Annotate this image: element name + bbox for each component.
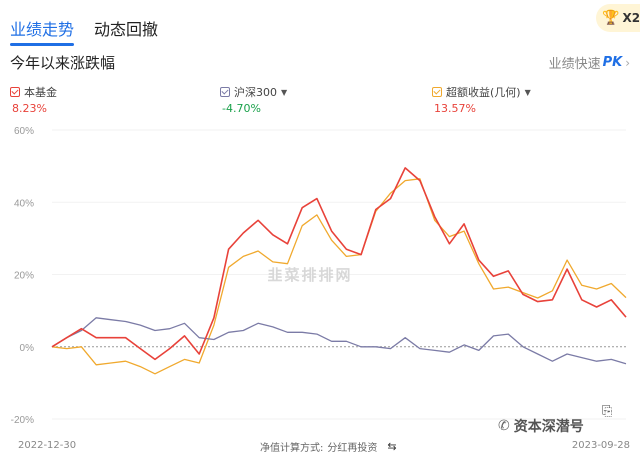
start-date: 2022-12-30 bbox=[18, 440, 77, 451]
pk-mark: PK bbox=[602, 55, 623, 70]
y-tick-label: 20% bbox=[14, 271, 34, 282]
swap-icon[interactable]: ⇆ bbox=[387, 440, 397, 453]
calc-method-value: 分红再投资 bbox=[327, 443, 378, 454]
trophy-icon: 🏆 bbox=[602, 10, 620, 26]
section-title: 今年以来涨跌幅 bbox=[10, 54, 116, 72]
calc-method-label: 净值计算方式: bbox=[260, 443, 324, 454]
y-tick-label: 40% bbox=[14, 198, 34, 209]
series-line-2 bbox=[51, 178, 627, 375]
legend-csi300[interactable]: 沪深300 ▼ -4.70% bbox=[220, 84, 287, 115]
legend-csi300-value: -4.70% bbox=[222, 102, 261, 115]
pk-link[interactable]: 业绩快速 PK › bbox=[549, 53, 630, 72]
chart-footer: 2022-12-30 净值计算方式: 分红再投资 ⇆ 2023-09-28 bbox=[0, 438, 640, 454]
legend-fund-value: 8.23% bbox=[12, 102, 47, 115]
wechat-overlay: ✆ 资本深潜号 bbox=[498, 416, 584, 436]
legend-excess-name: 超额收益(几何) bbox=[446, 86, 521, 99]
share-icon[interactable]: ⎘ bbox=[602, 404, 613, 419]
tab-drawdown[interactable]: 动态回撤 bbox=[94, 20, 159, 39]
series-line-0 bbox=[51, 167, 627, 361]
caret-down-icon[interactable]: ▼ bbox=[524, 87, 531, 97]
watermark: 韭菜排排网 bbox=[267, 266, 352, 284]
tab-bar: 业绩走势 动态回撤 bbox=[10, 16, 158, 46]
legend-csi300-name: 沪深300 bbox=[234, 86, 277, 99]
legend-excess-value: 13.57% bbox=[434, 102, 476, 115]
calc-method[interactable]: 净值计算方式: 分红再投资 ⇆ bbox=[260, 439, 397, 454]
checkbox-icon[interactable] bbox=[10, 87, 20, 97]
checkbox-icon[interactable] bbox=[432, 87, 442, 97]
pk-label: 业绩快速 bbox=[548, 57, 601, 72]
achievement-badge[interactable]: 🏆 X2 bbox=[596, 4, 640, 32]
tab-performance[interactable]: 业绩走势 bbox=[10, 16, 75, 46]
checkbox-icon[interactable] bbox=[220, 87, 230, 97]
legend-fund[interactable]: 本基金 8.23% bbox=[10, 84, 57, 115]
series-line-1 bbox=[51, 317, 627, 365]
performance-chart[interactable]: 60% 40% 20% 0% -20% 韭菜排排网 bbox=[0, 110, 640, 440]
legend-excess[interactable]: 超额收益(几何) ▼ 13.57% bbox=[432, 84, 531, 115]
chevron-right-icon: › bbox=[625, 55, 630, 70]
legend-fund-name: 本基金 bbox=[24, 86, 57, 99]
y-tick-label: 0% bbox=[20, 343, 35, 354]
end-date: 2023-09-28 bbox=[571, 440, 630, 451]
caret-down-icon[interactable]: ▼ bbox=[281, 87, 288, 97]
badge-text: X2 bbox=[622, 11, 640, 25]
y-tick-label: 60% bbox=[14, 126, 34, 137]
y-tick-label: -20% bbox=[11, 415, 34, 426]
wechat-icon: ✆ bbox=[498, 418, 510, 434]
wechat-overlay-text: 资本深潜号 bbox=[513, 419, 584, 435]
